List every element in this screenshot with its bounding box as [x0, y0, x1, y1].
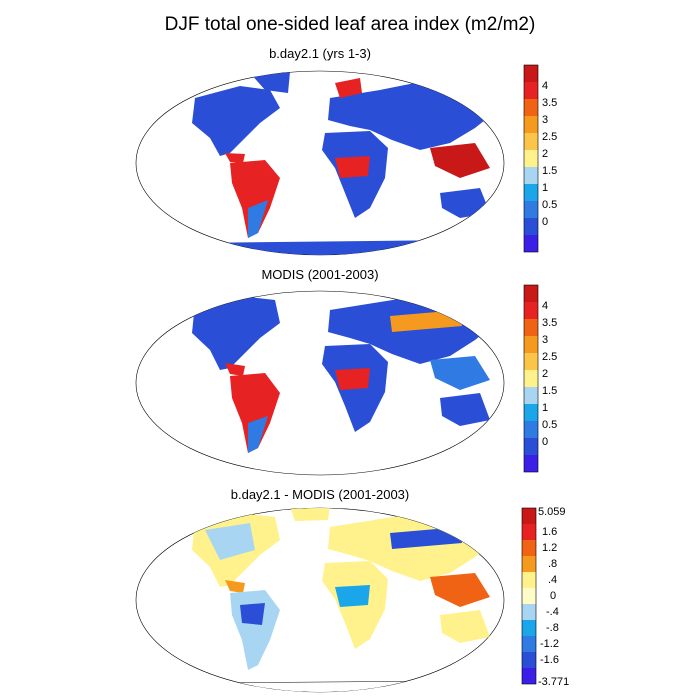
- colorbar-label: 2.5: [542, 131, 557, 143]
- colorbar-label: 1: [542, 402, 548, 414]
- colorbar-label: .4: [548, 574, 557, 586]
- panel-3-title: b.day2.1 - MODIS (2001-2003): [230, 487, 410, 502]
- colorbar-label: 0.5: [542, 199, 557, 211]
- colorbar-label: -1.2: [540, 638, 559, 650]
- colorbar-label: 4: [542, 80, 548, 92]
- panel-2-title: MODIS (2001-2003): [261, 267, 379, 282]
- panel-1-map: [135, 70, 505, 256]
- panel-1-title: b.day2.1 (yrs 1-3): [269, 46, 371, 61]
- colorbar-label: 3.5: [542, 97, 557, 109]
- colorbar-label: -3.771: [538, 676, 569, 688]
- colorbar-label: 0: [542, 216, 548, 228]
- colorbar-label: 0.5: [542, 419, 557, 431]
- colorbar-swatches: [521, 507, 537, 685]
- colorbar-label: 0: [550, 590, 556, 602]
- colorbar-label: -1.6: [540, 654, 559, 666]
- panel-2-map: [135, 290, 505, 476]
- figure-title: DJF total one-sided leaf area index (m2/…: [164, 14, 536, 35]
- colorbar-label: 1: [542, 182, 548, 194]
- land-cells: [185, 72, 500, 255]
- colorbar-label: 3: [542, 334, 548, 346]
- panel-3-colorbar: 5.059 1.6 1.2 .8 .4 0 -.4 -.8 -1.2 -1.6 …: [521, 506, 569, 688]
- colorbar-label: 5.059: [538, 506, 566, 518]
- colorbar-label: 3: [542, 114, 548, 126]
- colorbar-label: 3.5: [542, 317, 557, 329]
- colorbar-label: 2.5: [542, 351, 557, 363]
- panel-3-map: [135, 507, 505, 693]
- colorbar-label: -.8: [546, 622, 559, 634]
- colorbar-label: .8: [548, 558, 557, 570]
- colorbar-label: 2: [542, 368, 548, 380]
- panel-1-colorbar: 4 3.5 3 2.5 2 1.5 1 0.5 0: [523, 64, 557, 253]
- colorbar-swatches: [523, 284, 539, 473]
- colorbar-swatches: [523, 64, 539, 253]
- colorbar-label: 1.6: [542, 526, 557, 538]
- colorbar-label: 0: [542, 436, 548, 448]
- colorbar-label: 2: [542, 148, 548, 160]
- colorbar-label: 4: [542, 300, 548, 312]
- colorbar-label: 1.5: [542, 385, 557, 397]
- panel-2-colorbar: 4 3.5 3 2.5 2 1.5 1 0.5 0: [523, 284, 557, 473]
- colorbar-label: 1.2: [542, 542, 557, 554]
- colorbar-label: -.4: [546, 606, 559, 618]
- colorbar-label: 1.5: [542, 165, 557, 177]
